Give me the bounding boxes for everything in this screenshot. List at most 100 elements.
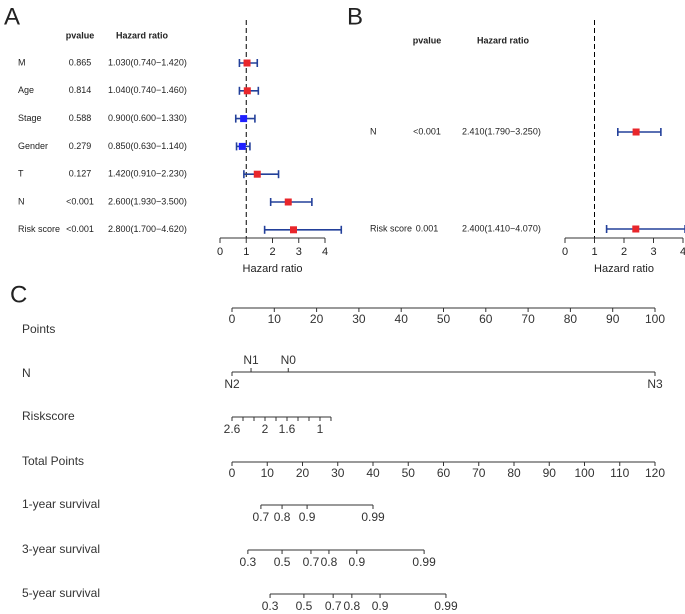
scale-tick-label: 60	[437, 466, 451, 480]
x-axis-label: Hazard ratio	[243, 263, 303, 275]
row-label: 3-year survival	[22, 542, 100, 556]
scale-tick-label: 100	[645, 312, 665, 326]
hazard-ratio-text: 1.040(0.740−1.460)	[108, 85, 187, 95]
scale-tick-label: 10	[261, 466, 275, 480]
scale-tick-label: 20	[296, 466, 310, 480]
scale-tick-label: 0.5	[296, 599, 313, 613]
hazard-ratio-point	[243, 87, 251, 95]
scale-tick-label: 0.9	[348, 555, 365, 569]
scale-tick-label: 30	[331, 466, 345, 480]
scale-tick-label: 50	[437, 312, 451, 326]
scale-tick-label: 110	[610, 466, 629, 480]
scale-tick-label: 0.3	[262, 599, 279, 613]
panel-label: B	[347, 3, 363, 30]
p-value: 0.279	[69, 141, 92, 151]
hazard-ratio-text: 1.420(0.910−2.230)	[108, 169, 187, 179]
scale-tick-label: 30	[352, 312, 366, 326]
scale-tick-label: 0.5	[274, 555, 291, 569]
p-value: 0.814	[69, 85, 92, 95]
scale-tick-label: 0.8	[274, 510, 291, 524]
x-tick-label: 4	[680, 246, 685, 258]
scale-tick-label: 1	[317, 422, 324, 436]
scale-tick-label: N2	[224, 377, 240, 391]
scale-tick-label: 0.7	[325, 599, 342, 613]
scale-tick-label: 2	[262, 422, 269, 436]
scale-tick-label: 0.9	[299, 510, 316, 524]
panel-label: A	[4, 3, 20, 30]
scale-tick-label: 80	[564, 312, 578, 326]
hazard-ratio-text: 0.850(0.630−1.140)	[108, 141, 187, 151]
x-tick-label: 1	[591, 246, 597, 258]
scale-tick-label: 0	[229, 312, 236, 326]
hazard-ratio-text: 2.410(1.790−3.250)	[462, 126, 541, 136]
scale-tick-label: 90	[543, 466, 557, 480]
scale-tick-label: 40	[366, 466, 380, 480]
row-label: N	[18, 196, 25, 206]
row-label: Points	[22, 322, 55, 336]
scale-tick-label: 1.6	[279, 422, 296, 436]
row-label: Total Points	[22, 454, 84, 468]
scale-tick-label: 90	[606, 312, 620, 326]
scale-tick-label: 50	[402, 466, 416, 480]
p-value: 0.865	[69, 57, 92, 67]
scale-tick-label: 0.3	[240, 555, 257, 569]
row-label: Gender	[18, 141, 48, 151]
x-tick-label: 2	[621, 246, 627, 258]
row-label: N	[22, 366, 31, 380]
hazard-ratio-point	[253, 170, 261, 178]
scale-tick-label: 0.7	[303, 555, 320, 569]
p-value: 0.127	[69, 169, 92, 179]
scale-tick-label: 0.99	[361, 510, 385, 524]
scale-tick-label: 100	[574, 466, 594, 480]
scale-tick-label: 60	[479, 312, 493, 326]
scale-tick-label: 80	[507, 466, 521, 480]
scale-tick-label: 40	[395, 312, 409, 326]
p-value: 0.588	[69, 113, 92, 123]
column-header: pvalue	[66, 30, 95, 40]
column-header: Hazard ratio	[477, 35, 530, 45]
row-label: Riskscore	[22, 409, 75, 423]
hazard-ratio-text: 0.900(0.600−1.330)	[108, 113, 187, 123]
row-label: 1-year survival	[22, 497, 100, 511]
row-label: Risk score	[370, 223, 412, 233]
x-axis-label: Hazard ratio	[594, 263, 654, 275]
row-label: N	[370, 126, 377, 136]
scale-tick-label: N3	[647, 377, 663, 391]
row-label: Age	[18, 85, 34, 95]
scale-tick-label: 0.7	[253, 510, 270, 524]
p-value: 0.001	[416, 223, 439, 233]
scale-tick-label: 0.8	[321, 555, 338, 569]
hazard-ratio-text: 2.800(1.700−4.620)	[108, 224, 187, 234]
scale-tick-label: 70	[521, 312, 535, 326]
scale-tick-label: 0.99	[434, 599, 458, 613]
scale-tick-label: 0	[229, 466, 236, 480]
scale-tick-label: 120	[645, 466, 665, 480]
x-tick-label: 0	[562, 246, 568, 258]
column-header: Hazard ratio	[116, 30, 169, 40]
row-label: Stage	[18, 113, 42, 123]
hazard-ratio-point	[284, 198, 292, 206]
scale-tick-label: 0.9	[372, 599, 389, 613]
panel-label: C	[10, 281, 27, 308]
hazard-ratio-point	[240, 115, 248, 123]
scale-tick-label: 0.99	[412, 555, 436, 569]
hazard-ratio-point	[290, 226, 297, 234]
p-value: <0.001	[66, 224, 94, 234]
x-tick-label: 3	[650, 246, 656, 258]
hazard-ratio-text: 2.600(1.930−3.500)	[108, 196, 187, 206]
x-tick-label: 4	[322, 246, 328, 258]
scale-tick-label: 10	[268, 312, 282, 326]
row-label: T	[18, 169, 24, 179]
hazard-ratio-text: 2.400(1.410−4.070)	[462, 223, 541, 233]
x-tick-label: 3	[296, 246, 302, 258]
row-label: M	[18, 57, 26, 67]
row-label: 5-year survival	[22, 586, 100, 600]
scale-tick-label: 0.8	[344, 599, 361, 613]
hazard-ratio-point	[632, 225, 640, 233]
x-tick-label: 2	[269, 246, 275, 258]
scale-tick-label: N1	[243, 353, 259, 367]
x-tick-label: 1	[243, 246, 249, 258]
scale-tick-label: 2.6	[224, 422, 241, 436]
x-tick-label: 0	[217, 246, 223, 258]
